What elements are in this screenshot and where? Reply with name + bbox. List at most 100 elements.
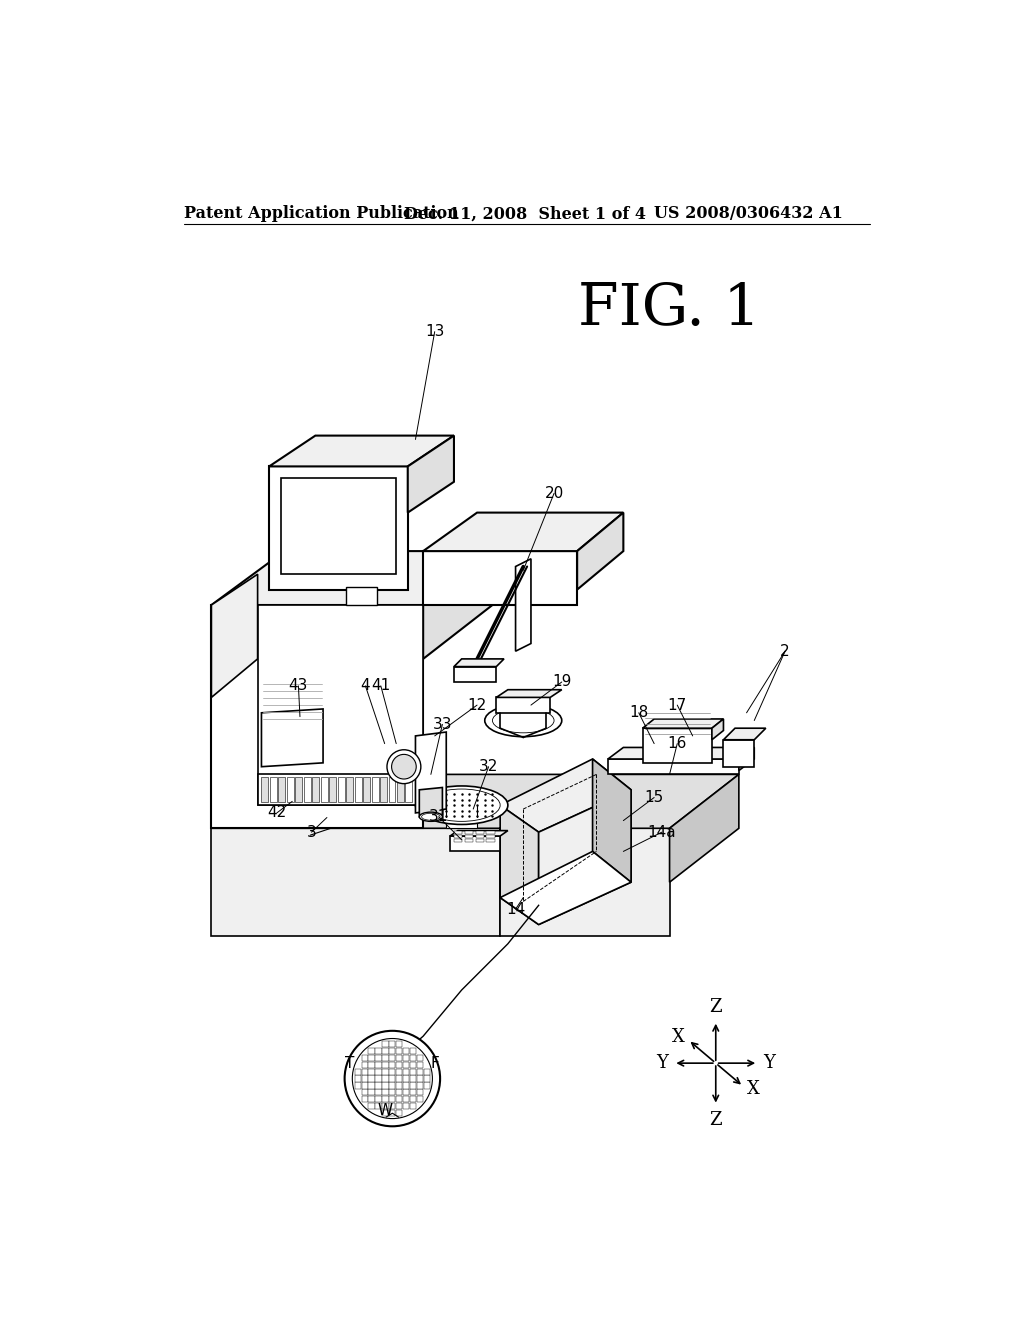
Polygon shape <box>475 836 484 838</box>
Polygon shape <box>578 512 624 590</box>
Polygon shape <box>396 1040 402 1047</box>
Polygon shape <box>396 1076 402 1081</box>
Polygon shape <box>396 1089 402 1096</box>
Ellipse shape <box>416 785 508 825</box>
Polygon shape <box>454 667 497 682</box>
Polygon shape <box>211 829 500 936</box>
Polygon shape <box>403 1069 410 1074</box>
Polygon shape <box>382 1048 388 1053</box>
Polygon shape <box>389 1069 395 1074</box>
Polygon shape <box>403 1055 410 1061</box>
Polygon shape <box>454 832 463 834</box>
Text: US 2008/0306432 A1: US 2008/0306432 A1 <box>654 206 843 222</box>
Text: Patent Application Publication: Patent Application Publication <box>184 206 459 222</box>
Polygon shape <box>389 1096 395 1102</box>
Polygon shape <box>410 1096 416 1102</box>
Polygon shape <box>279 776 286 803</box>
Text: 12: 12 <box>467 697 486 713</box>
Polygon shape <box>376 1055 382 1061</box>
Text: 15: 15 <box>644 789 664 805</box>
Polygon shape <box>423 512 624 552</box>
Text: 33: 33 <box>433 717 453 731</box>
Polygon shape <box>382 1104 388 1109</box>
Polygon shape <box>515 558 531 651</box>
Polygon shape <box>396 1055 402 1061</box>
Ellipse shape <box>423 789 500 821</box>
Polygon shape <box>346 776 353 803</box>
Polygon shape <box>376 1069 382 1074</box>
Polygon shape <box>539 789 631 924</box>
Polygon shape <box>403 1096 410 1102</box>
Polygon shape <box>376 1104 382 1109</box>
Text: Y: Y <box>763 1055 775 1072</box>
Polygon shape <box>417 1096 423 1102</box>
Text: T: T <box>345 1056 354 1071</box>
Polygon shape <box>369 1104 375 1109</box>
Polygon shape <box>354 776 361 803</box>
Polygon shape <box>369 1061 375 1068</box>
Polygon shape <box>410 1069 416 1074</box>
Polygon shape <box>608 747 755 759</box>
Polygon shape <box>396 1110 402 1117</box>
Polygon shape <box>417 1069 423 1074</box>
Polygon shape <box>451 836 500 851</box>
Polygon shape <box>361 1069 368 1074</box>
Polygon shape <box>330 776 336 803</box>
Polygon shape <box>396 1061 402 1068</box>
Polygon shape <box>724 729 766 739</box>
Text: X: X <box>746 1080 760 1098</box>
Polygon shape <box>670 775 739 882</box>
Polygon shape <box>389 1048 395 1053</box>
Polygon shape <box>211 605 423 829</box>
Polygon shape <box>287 776 294 803</box>
Polygon shape <box>389 1110 395 1117</box>
Polygon shape <box>388 776 395 803</box>
Polygon shape <box>397 776 403 803</box>
Polygon shape <box>376 1089 382 1096</box>
Polygon shape <box>424 1076 430 1081</box>
Polygon shape <box>497 689 562 697</box>
Text: 17: 17 <box>668 697 687 713</box>
Text: W: W <box>377 1104 392 1118</box>
Polygon shape <box>261 709 323 767</box>
Ellipse shape <box>484 705 562 737</box>
Polygon shape <box>497 697 550 713</box>
Polygon shape <box>361 1061 368 1068</box>
Polygon shape <box>389 1055 395 1061</box>
Polygon shape <box>486 836 495 838</box>
Polygon shape <box>382 1055 388 1061</box>
Text: Z: Z <box>710 998 722 1015</box>
Text: 41: 41 <box>371 678 390 693</box>
Polygon shape <box>389 1104 395 1109</box>
Ellipse shape <box>422 813 440 820</box>
Polygon shape <box>454 840 463 842</box>
Polygon shape <box>389 1076 395 1081</box>
Text: 13: 13 <box>425 325 444 339</box>
Polygon shape <box>312 776 319 803</box>
Polygon shape <box>410 1104 416 1109</box>
Polygon shape <box>211 775 578 829</box>
Polygon shape <box>389 1061 395 1068</box>
Polygon shape <box>500 805 539 924</box>
Polygon shape <box>403 1076 410 1081</box>
Polygon shape <box>270 776 276 803</box>
Text: 32: 32 <box>479 759 499 775</box>
Polygon shape <box>396 1104 402 1109</box>
Polygon shape <box>712 719 724 739</box>
Text: Y: Y <box>656 1055 669 1072</box>
Circle shape <box>387 750 421 784</box>
Polygon shape <box>454 836 463 838</box>
Polygon shape <box>417 1055 423 1061</box>
Text: 4: 4 <box>360 678 371 693</box>
Polygon shape <box>382 1069 388 1074</box>
Polygon shape <box>406 776 413 803</box>
Polygon shape <box>389 1040 395 1047</box>
Polygon shape <box>417 1076 423 1081</box>
Polygon shape <box>465 836 473 838</box>
Polygon shape <box>382 1082 388 1089</box>
Polygon shape <box>739 747 755 771</box>
Polygon shape <box>361 1089 368 1096</box>
Polygon shape <box>419 788 442 817</box>
Polygon shape <box>211 574 258 697</box>
Ellipse shape <box>419 812 442 821</box>
